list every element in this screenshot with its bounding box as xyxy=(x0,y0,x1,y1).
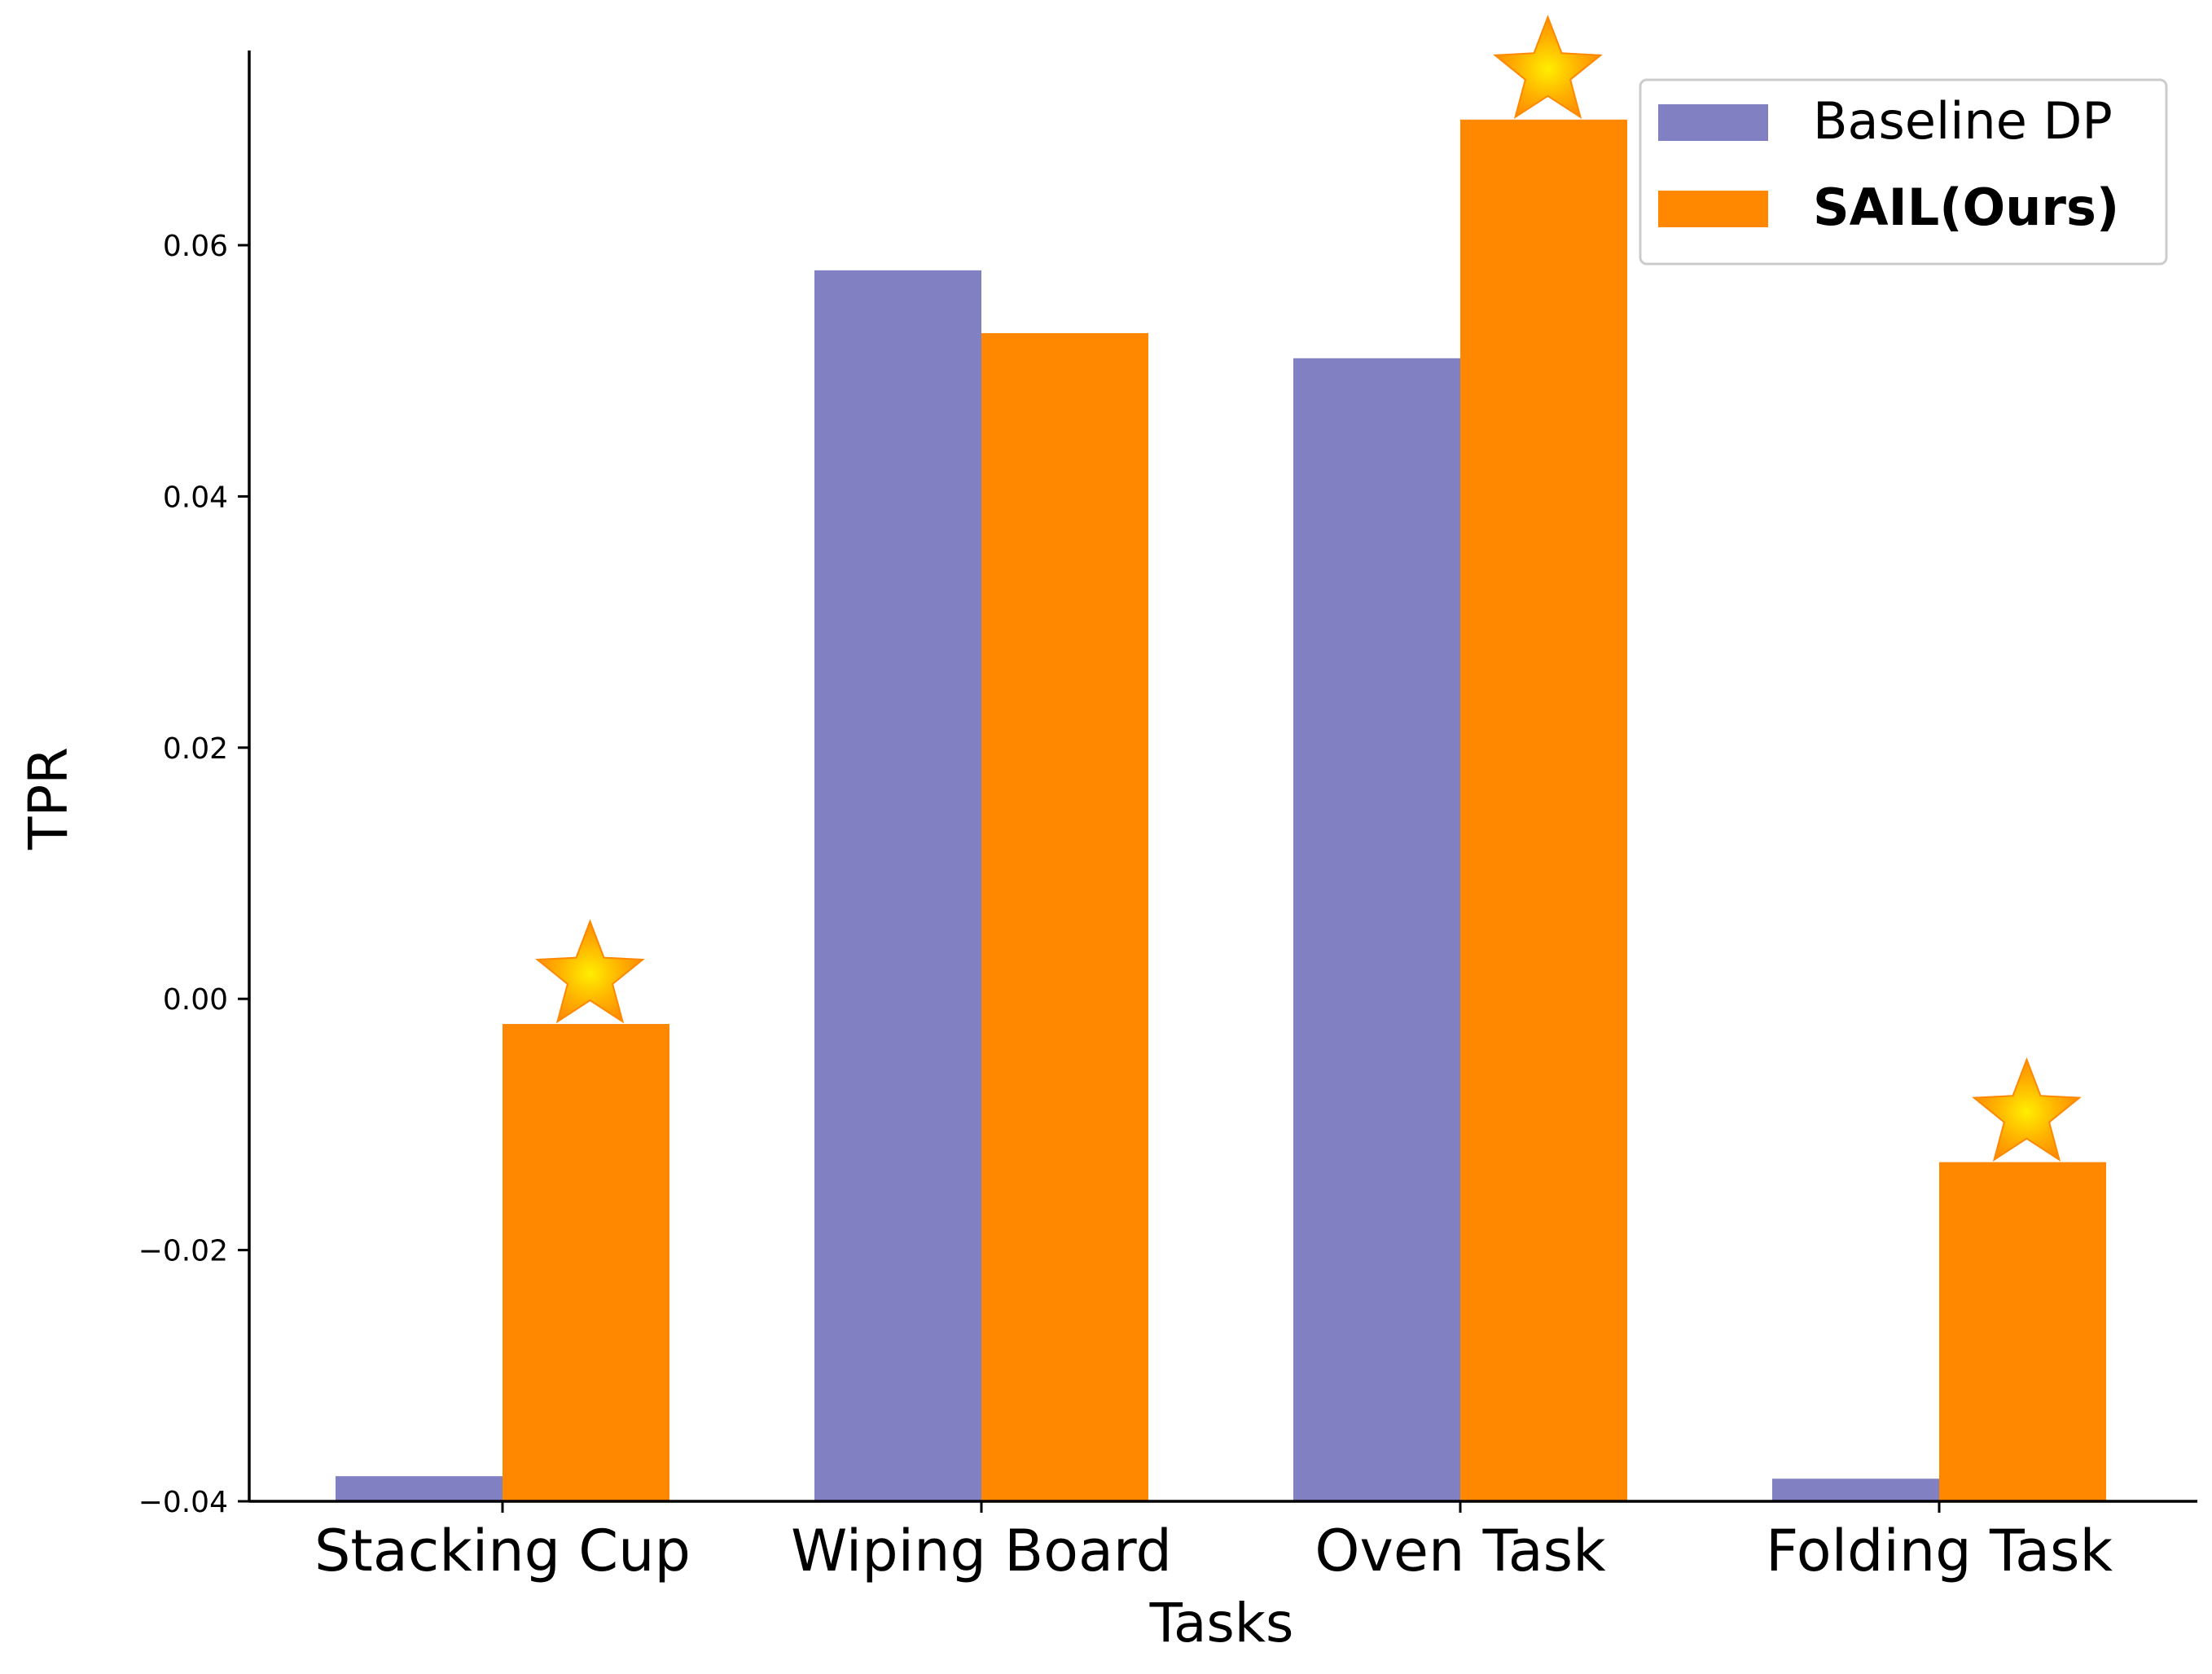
legend-frame xyxy=(1639,78,2168,266)
x-tick-label-folding-task: Folding Task xyxy=(1766,1518,2113,1584)
x-tick-label-wiping-board: Wiping Board xyxy=(791,1518,1172,1584)
bar-sail-ours-stacking-cup xyxy=(503,1024,669,1501)
y-tick-label: 0.00 xyxy=(163,983,228,1017)
axis-labels: Tasks TPR xyxy=(17,747,1293,1654)
legend: Baseline DP SAIL(Ours) xyxy=(1639,78,2168,266)
bar-sail-ours-oven-task xyxy=(1460,119,1627,1501)
legend-label-sail: SAIL(Ours) xyxy=(1813,178,2119,237)
star-icon xyxy=(1493,14,1603,120)
bar-baseline-dp-folding-task xyxy=(1772,1478,1939,1501)
legend-swatch-baseline xyxy=(1658,104,1768,141)
star-icon xyxy=(535,919,645,1024)
y-tick-label: −0.04 xyxy=(138,1486,228,1519)
bar-sail-ours-folding-task xyxy=(1939,1162,2106,1501)
x-axis-title: Tasks xyxy=(1149,1592,1294,1654)
star-icon xyxy=(1972,1057,2082,1162)
y-tick-label: 0.02 xyxy=(163,732,228,766)
bars-layer xyxy=(336,119,2106,1502)
legend-swatch-sail xyxy=(1658,191,1768,227)
bar-baseline-dp-wiping-board xyxy=(814,270,981,1501)
bar-baseline-dp-stacking-cup xyxy=(336,1476,503,1501)
x-tick-label-stacking-cup: Stacking Cup xyxy=(314,1518,691,1584)
y-tick-label: −0.02 xyxy=(138,1235,228,1268)
bar-baseline-dp-oven-task xyxy=(1293,358,1460,1502)
y-tick-label: 0.04 xyxy=(163,481,228,514)
bar-sail-ours-wiping-board xyxy=(981,332,1148,1502)
highlight-stars xyxy=(535,14,2082,1162)
y-axis-title: TPR xyxy=(17,747,80,850)
axes: −0.04 −0.02 0.00 0.02 0.04 0.06 Stacking Cup Wi… xyxy=(138,51,2197,1584)
y-tick-label: 0.06 xyxy=(163,230,228,263)
legend-label-baseline: Baseline DP xyxy=(1813,91,2113,151)
x-tick-label-oven-task: Oven Task xyxy=(1314,1518,1606,1584)
